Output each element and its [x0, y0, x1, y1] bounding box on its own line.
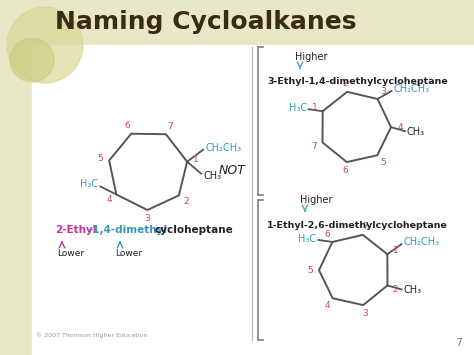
- Text: 7: 7: [455, 338, 462, 348]
- Text: 3: 3: [362, 309, 368, 318]
- Text: 2-Ethyl: 2-Ethyl: [55, 225, 96, 235]
- Text: 2: 2: [393, 285, 399, 294]
- Text: 5: 5: [307, 266, 313, 275]
- Text: 3-Ethyl-1,4-dimethylcycloheptane: 3-Ethyl-1,4-dimethylcycloheptane: [267, 77, 448, 87]
- Text: CH₃: CH₃: [203, 171, 221, 181]
- Text: 2: 2: [342, 78, 348, 88]
- Text: 7: 7: [362, 222, 368, 231]
- Text: 4: 4: [324, 301, 330, 310]
- Text: Naming Cycloalkanes: Naming Cycloalkanes: [55, 10, 356, 34]
- Text: CH₃: CH₃: [403, 285, 422, 295]
- Text: 2: 2: [183, 197, 189, 206]
- Text: 4: 4: [107, 196, 112, 204]
- Text: © 2007 Thomson Higher Education: © 2007 Thomson Higher Education: [36, 332, 147, 338]
- Text: 1: 1: [312, 103, 318, 112]
- Text: 4: 4: [397, 123, 403, 132]
- Text: CH₂CH₃: CH₂CH₃: [403, 237, 439, 247]
- Text: 5: 5: [98, 154, 103, 163]
- Text: 6: 6: [342, 166, 347, 175]
- Text: 1: 1: [193, 155, 199, 164]
- Text: Lower: Lower: [57, 248, 84, 257]
- Text: Higher: Higher: [295, 52, 328, 62]
- Text: 5: 5: [380, 158, 386, 167]
- Text: 3: 3: [145, 214, 150, 224]
- Text: Lower: Lower: [115, 248, 142, 257]
- Text: cycloheptane: cycloheptane: [155, 225, 234, 235]
- Text: 7: 7: [167, 122, 173, 131]
- Text: NOT: NOT: [219, 164, 246, 176]
- Circle shape: [10, 38, 54, 82]
- Text: -1,4-dimethyl: -1,4-dimethyl: [89, 225, 168, 235]
- Text: CH₂CH₃: CH₂CH₃: [393, 84, 430, 94]
- Bar: [32, 45, 474, 355]
- Text: CH₂CH₃: CH₂CH₃: [205, 143, 241, 153]
- Text: 1-Ethyl-2,6-dimethylcycloheptane: 1-Ethyl-2,6-dimethylcycloheptane: [267, 220, 448, 229]
- Text: 1: 1: [392, 246, 398, 255]
- Text: H₃C: H₃C: [80, 180, 99, 190]
- Text: 3: 3: [380, 87, 386, 97]
- Text: 6: 6: [125, 121, 130, 130]
- Text: CH₃: CH₃: [407, 127, 425, 137]
- Circle shape: [7, 7, 83, 83]
- Text: Higher: Higher: [300, 195, 332, 205]
- Text: H₃C: H₃C: [289, 103, 307, 113]
- Text: 7: 7: [311, 142, 317, 151]
- Text: 6: 6: [324, 230, 329, 240]
- Text: H₃C: H₃C: [298, 234, 317, 244]
